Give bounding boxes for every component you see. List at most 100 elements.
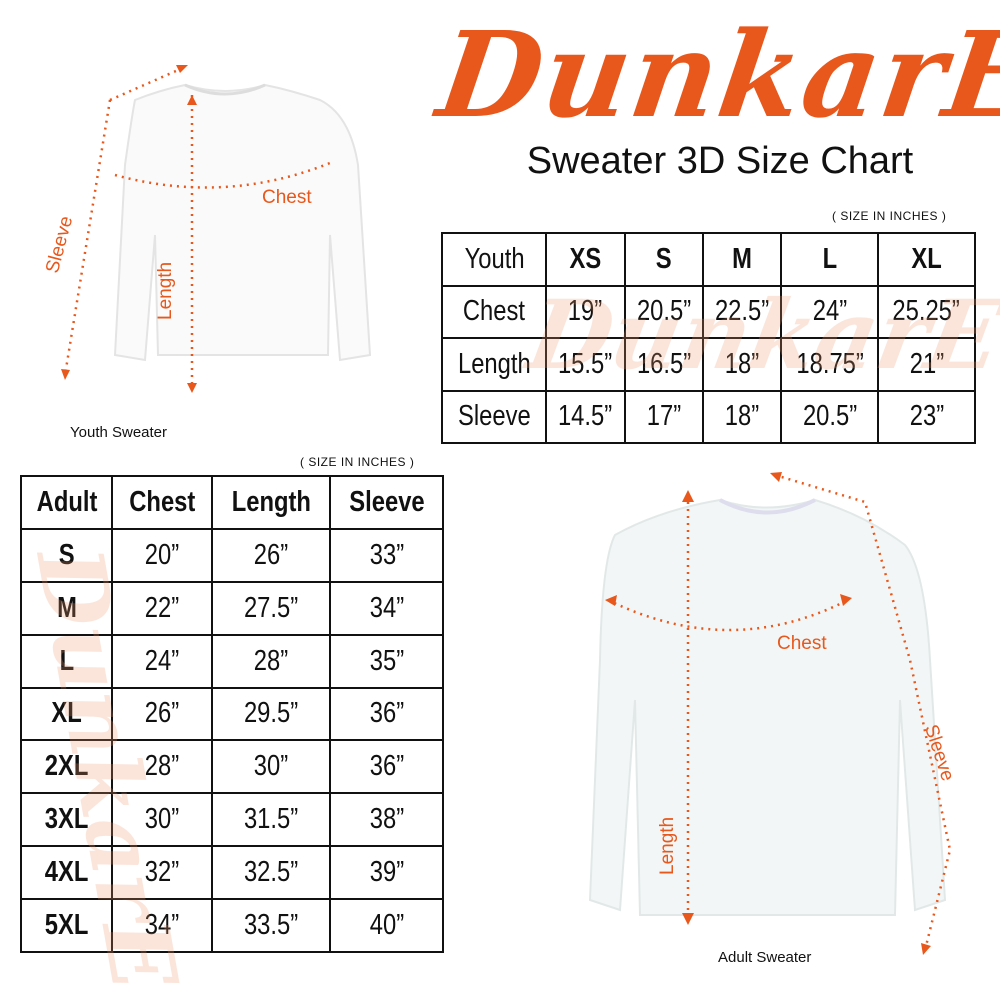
adult-length-label: Length: [657, 816, 678, 875]
cell-text: L: [59, 644, 74, 677]
table-cell: 31.5”: [210, 792, 332, 848]
cell-text: S: [655, 242, 672, 275]
cell-text: 40”: [369, 909, 404, 941]
cell-text: 18”: [724, 347, 760, 380]
table-cell: 33.5”: [210, 898, 332, 953]
cell-text: 20.5”: [636, 295, 691, 328]
adult-sweater-illustration: [588, 472, 952, 955]
cell-text: Length: [457, 347, 531, 380]
table-cell: 34”: [111, 898, 213, 953]
cell-text: 31.5”: [243, 803, 298, 836]
adult-table-row: 3XL 30” 31.5” 38”: [19, 792, 444, 848]
cell-text: 22.5”: [714, 295, 770, 328]
youth-header-row: Youth XS S M L XL: [440, 232, 976, 287]
cell-text: Youth: [464, 242, 525, 275]
table-cell: 40”: [329, 898, 444, 953]
youth-table-row: Length 15.5” 16.5” 18” 18.75” 21”: [440, 337, 976, 392]
table-cell: 30”: [210, 739, 332, 795]
cell-text: 35”: [369, 644, 404, 677]
table-cell: 34”: [329, 580, 444, 636]
cell-text: 36”: [369, 697, 404, 730]
adult-table-row: 4XL 32” 32.5” 39”: [19, 845, 444, 900]
adult-table-row: L 24” 28” 35”: [19, 633, 444, 689]
cell-text: M: [56, 591, 77, 624]
cell-text: 28”: [253, 644, 289, 677]
adult-caption: Adult Sweater: [718, 949, 812, 966]
cell-text: 18.75”: [795, 347, 864, 380]
cell-text: Chest: [463, 295, 526, 328]
cell-text: 2XL: [44, 750, 89, 783]
table-cell: 25.25”: [877, 284, 976, 339]
cell-text: XL: [51, 697, 82, 730]
table-cell: 30”: [111, 792, 213, 848]
cell-text: S: [58, 538, 75, 571]
table-cell: 23”: [877, 389, 976, 444]
cell-text: Adult: [36, 485, 98, 518]
adult-header-row: Adult Chest Length Sleeve: [19, 475, 444, 530]
cell-text: 17”: [646, 400, 681, 433]
cell-text: 32”: [144, 856, 180, 889]
table-cell: 15.5”: [545, 337, 626, 392]
cell-text: 21”: [909, 347, 944, 380]
table-cell: 18.75”: [780, 337, 880, 392]
cell-text: 24”: [144, 644, 180, 677]
adult-chest-label: Chest: [777, 633, 827, 654]
table-cell: 38”: [329, 792, 444, 848]
row-label: Length: [440, 337, 548, 392]
table-cell: 32.5”: [210, 845, 332, 900]
row-label: 5XL: [19, 898, 114, 953]
cell-text: 18”: [724, 400, 760, 433]
table-cell: 22.5”: [701, 284, 783, 339]
table-cell: 19”: [545, 284, 626, 339]
youth-length-label: Length: [155, 261, 176, 320]
youth-table-row: Sleeve 14.5” 17” 18” 20.5” 23”: [440, 389, 976, 444]
youth-chest-label: Chest: [262, 187, 312, 208]
adult-units-note: ( SIZE IN INCHES ): [300, 455, 415, 469]
youth-table-row: Chest 19” 20.5” 22.5” 24” 25.25”: [440, 284, 976, 339]
row-label: 4XL: [19, 845, 114, 900]
row-label: 2XL: [19, 739, 114, 795]
table-cell: 32”: [111, 845, 213, 900]
table-cell: 29.5”: [210, 686, 332, 742]
cell-text: L: [822, 242, 837, 275]
table-cell: 18”: [701, 389, 783, 444]
column-header: Length: [210, 475, 332, 530]
table-cell: 33”: [329, 527, 444, 583]
row-label: Chest: [440, 284, 548, 339]
cell-text: 38”: [369, 803, 404, 836]
cell-text: 39”: [369, 856, 404, 889]
cell-text: 32.5”: [243, 856, 298, 889]
column-header: S: [623, 232, 704, 287]
cell-text: 16.5”: [636, 347, 691, 380]
cell-text: 27.5”: [243, 591, 298, 624]
cell-text: 23”: [909, 400, 944, 433]
youth-caption: Youth Sweater: [70, 424, 168, 441]
table-cell: 36”: [329, 739, 444, 795]
cell-text: 33”: [369, 538, 404, 571]
cell-text: 30”: [253, 750, 289, 783]
column-header: XS: [545, 232, 626, 287]
cell-text: 20.5”: [802, 400, 857, 433]
brand-logo: DunkarE: [430, 5, 1000, 144]
table-cell: 28”: [111, 739, 213, 795]
cell-text: Sleeve: [348, 485, 425, 518]
adult-table-row: M 22” 27.5” 34”: [19, 580, 444, 636]
youth-sweater-illustration: [61, 65, 372, 393]
cell-text: Chest: [128, 485, 196, 518]
cell-text: 36”: [369, 750, 404, 783]
table-cell: 17”: [623, 389, 704, 444]
adult-size-table: Adult Chest Length Sleeve S 20” 26” 33” M 22” 27.5…: [19, 475, 444, 953]
table-cell: 22”: [111, 580, 213, 636]
column-header: Adult: [19, 475, 114, 530]
cell-text: 34”: [369, 591, 404, 624]
table-cell: 26”: [210, 527, 332, 583]
adult-table-row: 2XL 28” 30” 36”: [19, 739, 444, 795]
adult-table-row: S 20” 26” 33”: [19, 527, 444, 583]
cell-text: Sleeve: [457, 400, 531, 433]
cell-text: 30”: [144, 803, 180, 836]
column-header: L: [780, 232, 880, 287]
table-cell: 20.5”: [780, 389, 880, 444]
cell-text: 33.5”: [243, 909, 298, 941]
cell-text: 29.5”: [243, 697, 298, 730]
row-label: Sleeve: [440, 389, 548, 444]
